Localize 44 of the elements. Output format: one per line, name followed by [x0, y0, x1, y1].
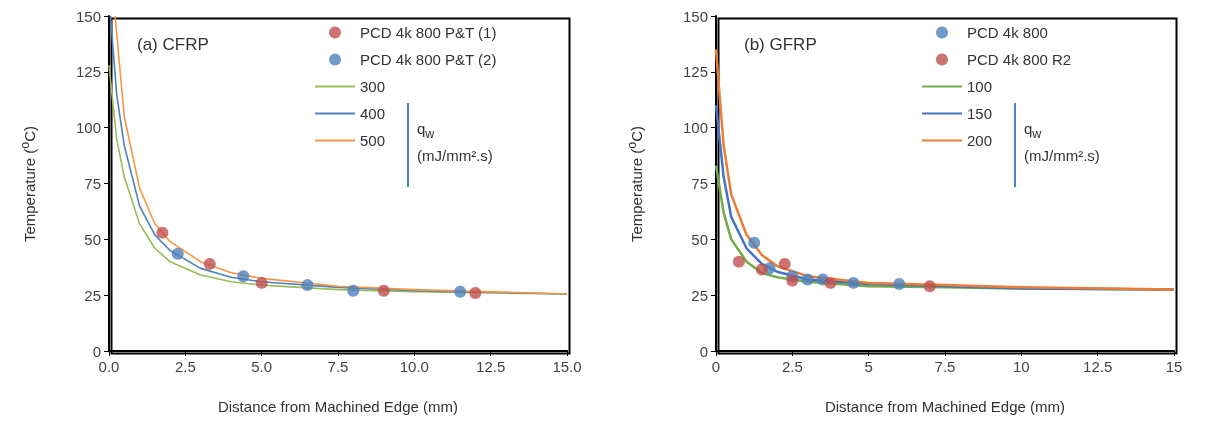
x-tick-label: 0.0 — [98, 358, 120, 375]
x-tick-label: 0 — [711, 358, 721, 375]
legend-label: 400 — [360, 105, 386, 122]
legend-label: 150 — [967, 105, 993, 122]
y-tick-label: 50 — [691, 230, 708, 248]
x-tick-label: 7.5 — [934, 358, 956, 375]
y-tick-label: 125 — [682, 63, 708, 81]
x-tick-label: 7.5 — [327, 358, 349, 375]
legend-label: 300 — [360, 78, 386, 95]
annotation: (a) CFRP — [137, 35, 209, 54]
x-axis-title: Distance from Machined Edge (mm) — [216, 398, 460, 415]
legend-label: 500 — [360, 132, 386, 149]
x-tick-label: 10 — [1012, 358, 1030, 375]
legend-label: PCD 4k 800 R2 — [967, 51, 1072, 68]
x-tick-label: 2.5 — [781, 358, 803, 375]
y-tick-label: 50 — [84, 230, 101, 248]
y-tick-label: 75 — [691, 175, 708, 192]
legend-title: q$_{w}$ (mJ/mm².s) — [1024, 119, 1101, 166]
y-tick-label: 150 — [682, 7, 708, 25]
y-tick-label: 25 — [84, 286, 101, 304]
x-tick-label: 10.0 — [399, 358, 429, 375]
y-tick-label: 100 — [75, 119, 101, 137]
x-tick-label: 12.5 — [476, 358, 506, 375]
x-tick-label: 5 — [864, 358, 873, 375]
x-axis-title: Distance from Machined Edge (mm) — [823, 398, 1067, 415]
x-tick-label: 15.0 — [552, 358, 582, 375]
legend-label: PCD 4k 800 — [967, 24, 1048, 41]
x-tick-label: 12.5 — [1083, 358, 1113, 375]
y-tick-label: 150 — [75, 7, 101, 25]
x-tick-label: 15 — [1165, 358, 1183, 375]
x-tick-label: 5.0 — [251, 358, 273, 375]
y-tick-label: 0 — [699, 342, 708, 360]
legend-label: PCD 4k 800 P&T (2) — [360, 51, 497, 68]
legend-label: 100 — [967, 78, 993, 95]
x-tick-label: 2.5 — [174, 358, 196, 375]
y-tick-label: 100 — [682, 119, 708, 137]
y-tick-label: 125 — [75, 63, 101, 81]
y-tick-label: 0 — [92, 342, 101, 360]
y-tick-label: 25 — [691, 286, 708, 304]
legend-title: q$_{w}$ (mJ/mm².s) — [417, 119, 494, 166]
y-tick-label: 75 — [84, 175, 101, 192]
legend-label: PCD 4k 800 P&T (1) — [360, 24, 497, 41]
annotation: (b) GFRP — [744, 35, 817, 54]
legend-label: 200 — [967, 132, 993, 149]
